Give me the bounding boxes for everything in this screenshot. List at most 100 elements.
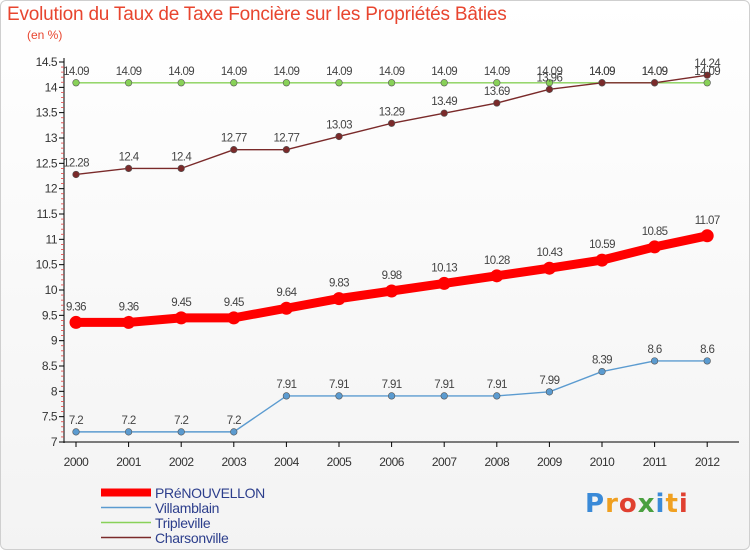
unit-label: (en %) <box>27 28 63 42</box>
y-tick-label: 13 <box>45 131 58 145</box>
legend-label-charsonville: Charsonville <box>155 529 229 546</box>
legend-swatch-villamblain <box>101 506 151 509</box>
data-label-villamblain: 7.91 <box>382 379 402 391</box>
data-point-villamblain <box>493 392 501 400</box>
data-label-prnouvellon: 9.45 <box>224 297 244 309</box>
chart-title: Evolution du Taux de Taxe Foncière sur l… <box>7 4 507 25</box>
data-point-charsonville <box>545 85 554 93</box>
y-tick-label: 11 <box>46 232 58 246</box>
data-label-tripleville: 14.09 <box>168 66 194 78</box>
data-point-charsonville <box>230 146 238 154</box>
x-tick-label: 2002 <box>169 455 195 469</box>
legend: PRéNOUVELLON Villamblain Tripleville Cha… <box>101 484 265 546</box>
data-label-villamblain: 7.2 <box>174 415 188 427</box>
data-label-tripleville: 14.09 <box>484 66 510 78</box>
data-label-prnouvellon: 9.83 <box>329 278 349 290</box>
x-tick-label: 2010 <box>590 455 616 469</box>
data-label-villamblain: 7.91 <box>276 379 296 391</box>
legend-item-prenouvellon: PRéNOUVELLON <box>101 484 265 501</box>
data-point-villamblain <box>177 428 185 436</box>
data-label-tripleville: 14.09 <box>116 66 142 78</box>
data-label-prnouvellon: 10.59 <box>589 239 615 251</box>
y-tick-label: 12.5 <box>36 156 58 170</box>
data-label-villamblain: 7.2 <box>227 415 241 427</box>
data-point-villamblain <box>650 357 659 365</box>
y-tick-label: 14 <box>45 80 58 94</box>
data-point-villamblain <box>124 428 133 436</box>
data-point-tripleville <box>72 79 80 87</box>
data-label-charsonville: 12.77 <box>274 133 300 145</box>
legend-swatch-prenouvellon <box>101 488 151 497</box>
data-point-tripleville <box>230 79 238 87</box>
data-point-tripleville <box>493 79 501 87</box>
data-point-prnouvellon <box>385 284 399 298</box>
data-label-tripleville: 14.09 <box>379 66 405 78</box>
y-tick-label: 8 <box>51 384 58 398</box>
y-tick-label: 14.5 <box>36 55 58 69</box>
legend-item-tripleville: Tripleville <box>101 515 265 531</box>
data-label-tripleville: 14.09 <box>537 66 563 78</box>
data-point-tripleville <box>282 79 291 87</box>
data-point-prnouvellon <box>279 301 293 315</box>
data-label-charsonville: 14.09 <box>589 66 615 78</box>
data-label-villamblain: 7.91 <box>434 379 454 391</box>
data-point-tripleville <box>177 79 185 87</box>
data-label-villamblain: 7.2 <box>69 415 83 427</box>
x-tick-label: 2004 <box>274 455 300 469</box>
data-label-tripleville: 14.09 <box>221 66 247 78</box>
x-tick-label: 2001 <box>116 455 142 469</box>
data-label-charsonville: 13.69 <box>484 86 510 98</box>
data-label-villamblain: 7.99 <box>539 375 559 387</box>
data-point-prnouvellon <box>174 311 188 325</box>
data-point-charsonville <box>650 79 659 87</box>
data-label-prnouvellon: 9.45 <box>171 297 191 309</box>
data-point-tripleville <box>388 79 396 87</box>
x-tick-label: 2008 <box>484 455 510 469</box>
x-tick-label: 2000 <box>64 455 90 469</box>
y-tick-label: 10 <box>45 283 58 297</box>
data-point-charsonville <box>124 164 133 172</box>
data-point-villamblain <box>440 392 448 400</box>
legend-swatch-charsonville <box>101 536 151 539</box>
data-point-villamblain <box>335 392 343 400</box>
data-label-prnouvellon: 10.85 <box>642 226 668 238</box>
data-label-prnouvellon: 9.36 <box>119 301 139 313</box>
data-point-prnouvellon <box>122 315 136 329</box>
x-tick-label: 2006 <box>379 455 405 469</box>
data-point-prnouvellon <box>542 261 556 275</box>
data-label-prnouvellon: 9.98 <box>382 270 402 282</box>
data-label-villamblain: 7.2 <box>122 415 136 427</box>
data-point-villamblain <box>230 428 238 436</box>
data-label-charsonville: 12.4 <box>171 151 192 163</box>
data-label-charsonville: 13.03 <box>326 119 352 131</box>
data-label-charsonville: 13.29 <box>379 106 405 118</box>
data-label-tripleville: 14.09 <box>694 66 720 78</box>
data-point-villamblain <box>703 357 711 365</box>
legend-label-prenouvellon: PRéNOUVELLON <box>155 484 265 501</box>
y-tick-label: 9.5 <box>42 308 58 322</box>
x-tick-label: 2012 <box>695 455 721 469</box>
data-label-charsonville: 13.49 <box>431 96 457 108</box>
data-label-charsonville: 14.09 <box>642 66 668 78</box>
data-label-prnouvellon: 11.07 <box>695 215 720 227</box>
data-label-prnouvellon: 9.64 <box>276 287 297 299</box>
data-label-charsonville: 12.77 <box>221 133 247 145</box>
data-point-villamblain <box>598 367 606 376</box>
data-point-prnouvellon <box>437 276 451 290</box>
data-label-villamblain: 8.6 <box>700 344 714 356</box>
data-point-prnouvellon <box>227 311 241 325</box>
data-point-charsonville <box>72 170 80 179</box>
data-label-villamblain: 7.91 <box>487 379 507 391</box>
x-tick-label: 2005 <box>327 455 353 469</box>
legend-item-charsonville: Charsonville <box>101 529 265 546</box>
data-label-tripleville: 14.09 <box>431 66 457 78</box>
data-point-tripleville <box>440 79 448 87</box>
x-tick-label: 2011 <box>643 455 668 469</box>
data-point-charsonville <box>703 71 711 79</box>
data-label-charsonville: 12.28 <box>63 157 89 169</box>
data-point-charsonville <box>440 109 448 117</box>
data-point-prnouvellon <box>490 269 504 283</box>
y-tick-label: 13.5 <box>36 106 58 120</box>
proxiti-logo: Proxiti <box>585 489 689 519</box>
